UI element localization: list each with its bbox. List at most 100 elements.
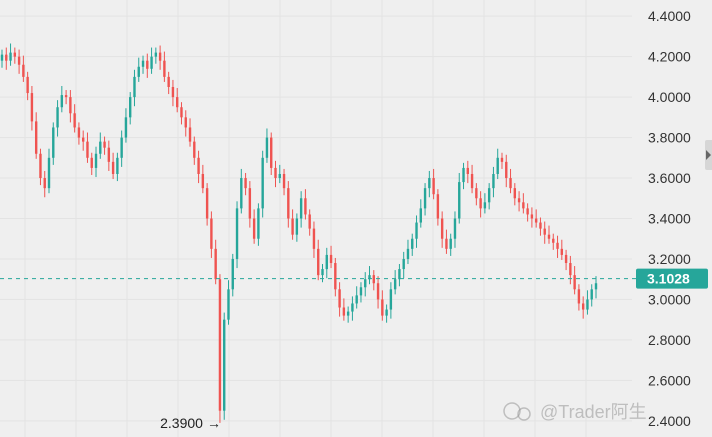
candle-body	[223, 319, 226, 411]
candle-body	[543, 228, 546, 235]
candle-body	[291, 218, 294, 235]
candle-body	[150, 56, 153, 69]
candle-body	[368, 275, 371, 280]
candle-body	[440, 218, 444, 239]
y-tick-label: 2.6000	[648, 372, 691, 388]
grid	[0, 0, 632, 437]
current-price-tag: 3.1028	[636, 268, 708, 289]
candle-body	[210, 218, 213, 249]
candle-body	[146, 60, 149, 69]
candle-body	[64, 95, 68, 98]
y-tick-label: 3.4000	[648, 211, 691, 227]
y-tick-label: 4.2000	[648, 49, 691, 65]
candle-body	[462, 167, 465, 183]
candle-body	[274, 167, 277, 179]
candle-body	[586, 299, 589, 310]
candle-body	[103, 141, 106, 148]
candle-body	[385, 309, 388, 316]
y-tick-label: 3.0000	[648, 291, 691, 307]
candle-body	[376, 283, 380, 300]
candle-body	[539, 222, 542, 229]
candle-body	[530, 214, 534, 219]
candle-body	[52, 127, 55, 158]
candle-body	[321, 269, 324, 276]
candle-body	[197, 157, 200, 174]
candle-body	[133, 76, 136, 98]
candle-body	[517, 198, 521, 203]
candle-body	[479, 198, 482, 209]
candle-body	[56, 107, 59, 128]
candle-body	[573, 275, 576, 290]
candle-body	[381, 299, 384, 316]
chat-bubble-small-icon	[517, 407, 531, 421]
y-tick-label: 4.0000	[648, 89, 691, 105]
candle-body	[81, 137, 85, 142]
y-tick-label: 3.6000	[648, 170, 691, 186]
candle-body	[445, 238, 448, 249]
candle-body	[94, 153, 98, 168]
candle-body	[458, 182, 461, 219]
candle-body	[244, 178, 247, 189]
candle-body	[547, 234, 551, 239]
candle-body	[261, 157, 264, 209]
candle-body	[73, 113, 76, 128]
candle-body	[423, 188, 427, 209]
candle-body	[534, 218, 538, 223]
candle-body	[116, 157, 119, 174]
candle-body	[120, 137, 123, 158]
arrow-right-icon: →	[207, 415, 221, 431]
candle-body	[9, 52, 12, 61]
y-tick-label: 2.8000	[648, 332, 691, 348]
candle-body	[325, 254, 328, 270]
candle-series	[0, 43, 598, 423]
candle-body	[342, 307, 346, 316]
candle-body	[428, 178, 431, 189]
candle-body	[590, 289, 593, 300]
candle-body	[329, 254, 333, 264]
candle-body	[513, 188, 517, 199]
candle-body	[111, 161, 115, 174]
candle-body	[0, 54, 4, 61]
candle-body	[569, 263, 572, 276]
candle-body	[577, 289, 581, 304]
candle-body	[419, 208, 422, 223]
candle-body	[69, 97, 72, 114]
candle-body	[334, 263, 337, 290]
candle-body	[22, 64, 25, 77]
current-price-label: 3.1028	[647, 271, 690, 287]
candle-body	[509, 178, 512, 189]
candle-body	[60, 95, 64, 108]
candle-body	[252, 218, 256, 239]
candle-body	[453, 218, 457, 239]
candle-body	[496, 157, 499, 174]
candle-body	[355, 295, 358, 304]
low-annotation: 2.3900 →	[160, 415, 221, 431]
y-tick-label: 4.4000	[648, 8, 691, 24]
candle-body	[560, 248, 564, 255]
candle-body	[231, 258, 234, 290]
candle-body	[176, 97, 179, 108]
candle-body	[47, 157, 51, 189]
side-panel-handle[interactable]	[705, 140, 712, 170]
candle-body	[346, 311, 350, 316]
candle-body	[594, 283, 598, 290]
candle-body	[470, 173, 474, 189]
candle-body	[338, 289, 341, 308]
watermark: @Trader阿生	[503, 402, 647, 422]
candle-body	[282, 173, 286, 189]
candle-body	[487, 188, 491, 203]
candle-body	[505, 161, 508, 179]
candle-body	[13, 52, 17, 57]
candle-body	[201, 173, 205, 189]
candle-body	[265, 137, 269, 158]
candle-body	[393, 279, 397, 290]
candle-body	[372, 275, 375, 284]
candle-body	[180, 107, 183, 118]
current-price-tag-bg	[636, 268, 708, 289]
candle-body	[107, 147, 111, 162]
candle-body	[158, 52, 162, 61]
candle-body	[240, 178, 243, 209]
candle-body	[475, 188, 478, 199]
candle-body	[364, 279, 367, 288]
